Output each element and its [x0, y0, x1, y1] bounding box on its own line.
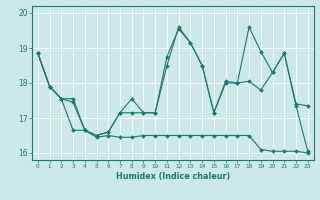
- X-axis label: Humidex (Indice chaleur): Humidex (Indice chaleur): [116, 172, 230, 181]
